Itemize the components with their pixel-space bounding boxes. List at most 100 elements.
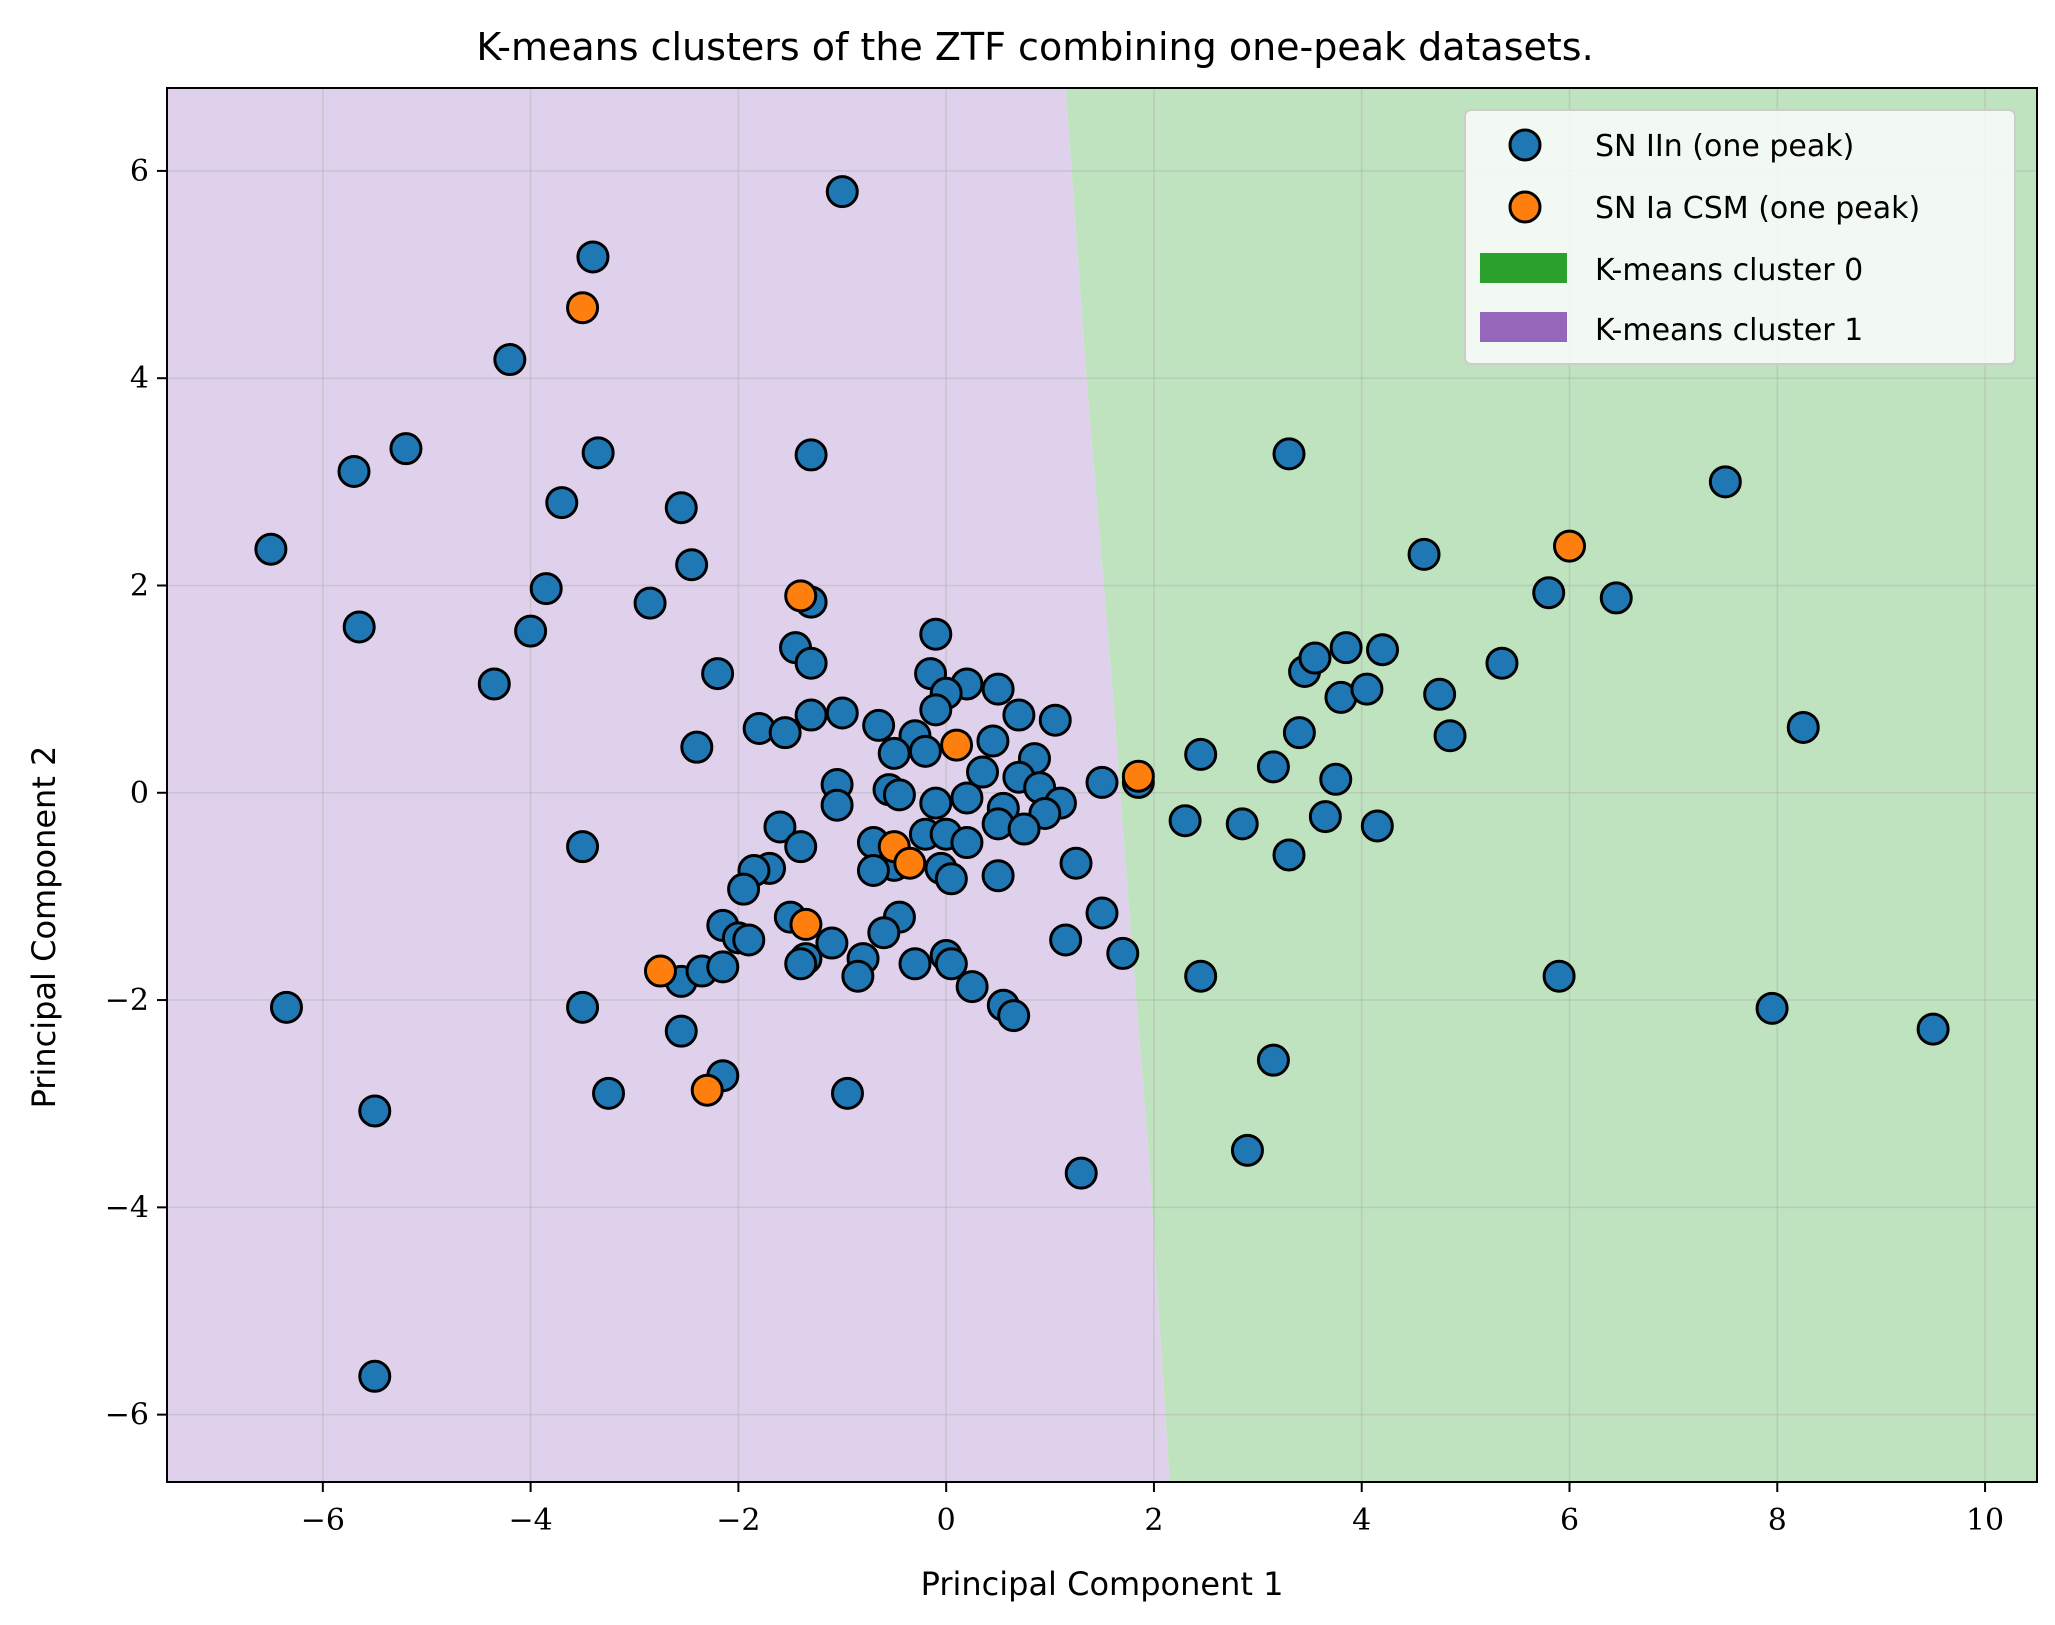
- sn-ia-csm-point: [643, 954, 677, 988]
- y-tick-label: −2: [105, 983, 149, 1018]
- sn-iin-point: [825, 175, 859, 209]
- sn-iin-point: [794, 698, 828, 732]
- legend-box: [1464, 109, 2016, 365]
- sn-iin-point: [1106, 936, 1140, 970]
- sn-iin-point: [701, 657, 735, 691]
- sn-iin-point: [254, 532, 288, 566]
- legend-marker-sn-ia-csm: [1508, 190, 1542, 224]
- sn-iin-point: [997, 999, 1031, 1033]
- sn-iin-point: [1038, 703, 1072, 737]
- sn-iin-point: [493, 343, 527, 377]
- sn-iin-point: [389, 432, 423, 466]
- sn-iin-point: [862, 708, 896, 742]
- sn-iin-point: [545, 486, 579, 520]
- legend-label-sn-ia-csm: SN Ia CSM (one peak): [1595, 191, 1920, 226]
- x-tick-label: 6: [1560, 1503, 1579, 1538]
- legend-label-sn-iin: SN IIn (one peak): [1595, 129, 1854, 164]
- x-tick-label: 8: [1768, 1503, 1787, 1538]
- sn-iin-point: [358, 1359, 392, 1393]
- sn-iin-point: [1916, 1012, 1950, 1046]
- sn-iin-point: [1319, 762, 1353, 796]
- sn-ia-csm-point: [566, 291, 600, 325]
- sn-iin-point: [815, 926, 849, 960]
- sn-iin-point: [566, 830, 600, 864]
- x-tick-label: −6: [301, 1503, 345, 1538]
- sn-iin-point: [1282, 716, 1316, 750]
- y-tick-label: 2: [130, 568, 149, 603]
- sn-iin-point: [1064, 1156, 1098, 1190]
- sn-iin-point: [825, 696, 859, 730]
- sn-ia-csm-point: [940, 728, 974, 762]
- sn-iin-point: [1085, 765, 1119, 799]
- legend-label-cluster-0: K-means cluster 0: [1595, 253, 1863, 288]
- sn-iin-point: [955, 970, 989, 1004]
- sn-iin-point: [566, 990, 600, 1024]
- sn-iin-point: [1542, 959, 1576, 993]
- sn-iin-point: [1184, 737, 1218, 771]
- legend-swatch-cluster-0: [1480, 253, 1567, 283]
- sn-iin-point: [784, 947, 818, 981]
- y-tick-label: 6: [130, 154, 149, 189]
- legend: SN IIn (one peak) SN Ia CSM (one peak) K…: [1464, 109, 2016, 365]
- sn-iin-point: [768, 716, 802, 750]
- sn-iin-point: [1059, 846, 1093, 880]
- legend-label-cluster-1: K-means cluster 1: [1595, 313, 1863, 348]
- legend-marker-sn-iin: [1508, 128, 1542, 162]
- sn-iin-point: [1433, 719, 1467, 753]
- sn-iin-point: [477, 667, 511, 701]
- sn-iin-point: [592, 1076, 626, 1110]
- sn-ia-csm-point: [784, 579, 818, 613]
- x-tick-label: −2: [716, 1503, 760, 1538]
- sn-iin-point: [1308, 800, 1342, 834]
- sn-iin-point: [1230, 1133, 1264, 1167]
- sn-iin-point: [732, 923, 766, 957]
- sn-iin-point: [976, 724, 1010, 758]
- sn-iin-point: [1049, 923, 1083, 957]
- sn-iin-point: [581, 436, 615, 470]
- data-points: [254, 175, 1950, 1393]
- sn-iin-point: [1184, 959, 1218, 993]
- x-tick-label: 2: [1144, 1503, 1163, 1538]
- sn-iin-point: [898, 947, 932, 981]
- chart-title: K-means clusters of the ZTF combining on…: [476, 25, 1593, 69]
- sn-iin-point: [269, 990, 303, 1024]
- x-tick-label: 4: [1352, 1503, 1371, 1538]
- sn-iin-point: [1329, 631, 1363, 665]
- sn-iin-point: [1423, 677, 1457, 711]
- sn-iin-point: [1168, 804, 1202, 838]
- sn-iin-point: [1002, 698, 1036, 732]
- sn-ia-csm-point: [789, 907, 823, 941]
- sn-iin-point: [664, 491, 698, 525]
- y-tick-label: 4: [130, 361, 149, 396]
- sn-iin-point: [1485, 646, 1519, 680]
- sn-iin-point: [919, 617, 953, 651]
- sn-iin-point: [576, 240, 610, 274]
- y-axis-label: Principal Component 2: [25, 746, 63, 1109]
- sn-iin-point: [1272, 437, 1306, 471]
- sn-iin-point: [706, 950, 740, 984]
- sn-ia-csm-point: [893, 846, 927, 880]
- sn-iin-point: [934, 862, 968, 896]
- sn-iin-point: [877, 736, 911, 770]
- sn-iin-point: [358, 1094, 392, 1128]
- plot-frame: [166, 87, 2038, 1483]
- sn-iin-point: [763, 810, 797, 844]
- sn-ia-csm-point: [690, 1073, 724, 1107]
- x-tick-label: 10: [1966, 1503, 2004, 1538]
- sn-ia-csm-point: [1121, 759, 1155, 793]
- sn-iin-point: [981, 672, 1015, 706]
- grid-lines: [167, 88, 2037, 1482]
- sn-iin-point: [675, 548, 709, 582]
- sn-iin-point: [820, 788, 854, 822]
- sn-iin-point: [981, 859, 1015, 893]
- sn-iin-point: [966, 755, 1000, 789]
- sn-iin-point: [919, 786, 953, 820]
- sn-iin-point: [830, 1076, 864, 1110]
- sn-iin-point: [664, 1014, 698, 1048]
- sn-iin-point: [1599, 581, 1633, 615]
- sn-iin-point: [633, 586, 667, 620]
- y-tick-label: −4: [105, 1190, 149, 1225]
- sn-iin-point: [934, 947, 968, 981]
- sn-iin-point: [680, 730, 714, 764]
